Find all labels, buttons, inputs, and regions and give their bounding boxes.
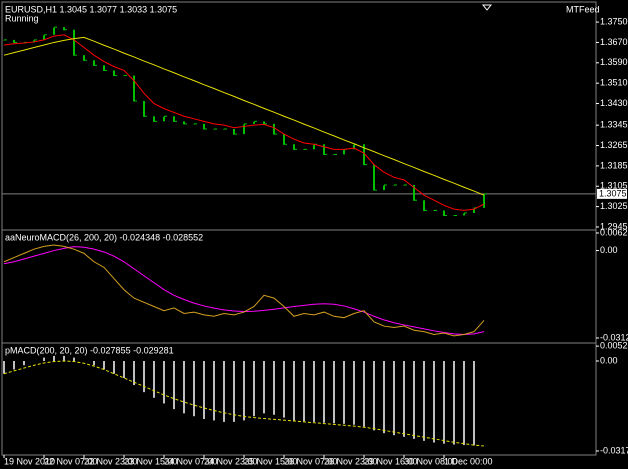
price-bar bbox=[393, 184, 397, 186]
y-tick-label: 0.00 bbox=[600, 355, 618, 365]
price-bar bbox=[103, 65, 107, 71]
x-tick-label: 26 Nov 23:00 bbox=[324, 456, 378, 466]
current-price-box bbox=[597, 188, 627, 199]
x-tick-label: 22 Nov 07:00 bbox=[44, 456, 98, 466]
series-line bbox=[3, 36, 485, 196]
price-bar bbox=[53, 26, 57, 35]
series-line bbox=[3, 34, 485, 211]
series-line bbox=[3, 246, 485, 335]
y-tick-label: 0.00 bbox=[600, 245, 618, 255]
x-tick-label: 22 Nov 23:00 bbox=[84, 456, 138, 466]
y-tick-label: 1.3265 bbox=[600, 140, 628, 150]
x-tick-label: 30 Nov 08:00 bbox=[404, 456, 458, 466]
price-bar bbox=[453, 215, 457, 217]
y-tick-label: 1.3430 bbox=[600, 98, 628, 108]
x-tick-label: 19 Nov 2010 bbox=[4, 456, 55, 466]
y-tick-label: 1.3345 bbox=[600, 120, 628, 130]
x-tick-label: 25 Nov 15:00 bbox=[244, 456, 298, 466]
y-tick-label: 0.005257 bbox=[600, 340, 628, 350]
y-tick-label: 1.3750 bbox=[600, 16, 628, 26]
x-tick-label: 24 Nov 23:00 bbox=[204, 456, 258, 466]
price-bar bbox=[3, 39, 7, 41]
price-bar bbox=[443, 210, 447, 217]
x-tick-label: 23 Nov 15:00 bbox=[124, 456, 178, 466]
panel-title: aaNeuroMACD(26, 200, 20) -0.024348 -0.02… bbox=[5, 232, 203, 242]
panel-title: pMACD(200, 20, 20) -0.027855 -0.029281 bbox=[5, 345, 174, 355]
menu-icon[interactable] bbox=[481, 4, 493, 11]
y-tick-label: 0.006293 bbox=[600, 227, 628, 237]
feed-label: MTFeed bbox=[566, 4, 600, 14]
y-tick-label: 1.3670 bbox=[600, 37, 628, 47]
price-bar bbox=[213, 128, 217, 130]
x-tick-label: 29 Nov 16:00 bbox=[364, 456, 418, 466]
y-tick-label: -0.03126 bbox=[600, 332, 628, 342]
price-bar bbox=[303, 148, 307, 150]
y-tick-label: 1.3025 bbox=[600, 201, 628, 211]
x-tick-label: 1 Dec 00:00 bbox=[444, 456, 493, 466]
price-bar bbox=[223, 128, 227, 130]
y-tick-label: 1.3105 bbox=[600, 181, 628, 191]
price-bar bbox=[173, 116, 177, 122]
price-bar bbox=[323, 144, 327, 155]
price-bar bbox=[123, 75, 127, 77]
price-bar bbox=[113, 70, 117, 77]
price-bar bbox=[333, 153, 337, 155]
price-bar bbox=[143, 100, 147, 117]
price-bar bbox=[483, 193, 487, 208]
price-bar bbox=[133, 75, 137, 102]
y-tick-label: -0.03178 bbox=[600, 445, 628, 455]
y-tick-label: 1.2945 bbox=[600, 221, 628, 231]
price-bar bbox=[73, 29, 77, 56]
price-bar bbox=[343, 148, 347, 155]
series-line bbox=[3, 244, 485, 337]
price-bar bbox=[283, 134, 287, 145]
current-price-label: 1.3075 bbox=[599, 188, 627, 198]
price-bar bbox=[233, 128, 237, 135]
price-bar bbox=[403, 184, 407, 186]
price-bar bbox=[83, 55, 87, 61]
price-bar bbox=[183, 121, 187, 125]
y-tick-label: 1.3510 bbox=[600, 78, 628, 88]
frame bbox=[1, 1, 597, 456]
price-bar bbox=[163, 115, 167, 122]
price-bar bbox=[463, 212, 467, 216]
price-bar bbox=[423, 200, 427, 211]
panel-title: EURUSD,H1 1.3045 1.3077 1.3033 1.3075 bbox=[5, 4, 177, 14]
price-bar bbox=[63, 27, 67, 31]
price-bar bbox=[43, 34, 47, 40]
price-bar bbox=[203, 123, 207, 130]
series-line bbox=[3, 360, 485, 447]
price-bar bbox=[153, 116, 157, 122]
y-tick-label: 1.3590 bbox=[600, 57, 628, 67]
price-bar bbox=[373, 164, 377, 191]
price-bar bbox=[263, 121, 267, 125]
price-bar bbox=[273, 123, 277, 135]
price-bar bbox=[243, 123, 247, 135]
status: Running bbox=[5, 13, 39, 23]
price-bar bbox=[383, 184, 387, 191]
price-bar bbox=[293, 144, 297, 150]
price-bar bbox=[433, 209, 437, 211]
price-bar bbox=[193, 123, 197, 125]
price-bar bbox=[93, 60, 97, 66]
price-bar bbox=[13, 39, 17, 43]
x-tick-label: 26 Nov 07:00 bbox=[284, 456, 338, 466]
price-bar bbox=[253, 120, 257, 124]
y-tick-label: 1.3185 bbox=[600, 160, 628, 170]
x-tick-label: 24 Nov 07:00 bbox=[164, 456, 218, 466]
